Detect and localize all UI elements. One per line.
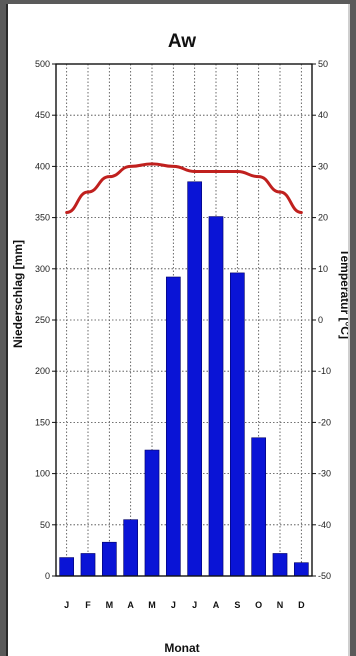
y-axis-right-title: Temperatur [°C] [338,249,348,339]
y-left-tick-label: 200 [35,366,50,376]
x-tick-label: F [85,600,91,610]
y-right-tick-label: 30 [318,161,328,171]
temperature-line-group [65,162,303,214]
x-tick-label: O [255,600,262,610]
y-right-tick-label: -50 [318,571,331,581]
x-tick-label: S [234,600,240,610]
y-right-tick-label: -20 [318,417,331,427]
y-right-tick-label: 50 [318,59,328,69]
precipitation-bar [187,181,203,577]
x-axis-title: Monat [164,641,199,655]
chart-frame: Aw 0 50 100 150 200 250 300 350 400 450 500 -50 -40-… [6,4,350,656]
grid [56,63,312,577]
y-left-tick-label: 150 [35,417,50,427]
precipitation-bar [293,562,309,577]
precipitation-bar [272,553,288,577]
precipitation-bar [208,216,224,577]
y-left-tick-label: 350 [35,213,50,223]
precipitation-bar [165,276,181,577]
precipitation-bar [80,553,96,577]
x-tick-label: A [127,600,134,610]
axes: 050100150200250300350400450500-50-40-30-… [35,59,331,610]
y-left-tick-label: 400 [35,161,50,171]
y-right-tick-label: -10 [318,366,331,376]
y-left-tick-label: 0 [45,571,50,581]
x-tick-label: J [171,600,176,610]
precipitation-bar [251,437,267,577]
chart-title: Aw [168,31,196,52]
y-left-tick-label: 50 [40,520,50,530]
y-right-tick-label: 20 [318,213,328,223]
x-tick-label: N [277,600,284,610]
x-tick-label: M [106,600,114,610]
precipitation-bar [123,519,139,577]
y-right-tick-label: -40 [318,520,331,530]
y-left-tick-label: 450 [35,110,50,120]
y-right-tick-label: 40 [318,110,328,120]
x-tick-label: J [64,600,69,610]
y-axis-left-title: Niederschlag [mm] [11,240,25,348]
x-tick-label: A [213,600,220,610]
precipitation-bar [229,272,245,577]
x-tick-label: J [192,600,197,610]
x-tick-label: D [298,600,305,610]
y-right-tick-label: 10 [318,264,328,274]
y-left-tick-label: 300 [35,264,50,274]
y-right-tick-label: -30 [318,469,331,479]
precipitation-bars [59,181,309,577]
precipitation-bar [144,449,160,577]
x-tick-label: M [148,600,156,610]
precipitation-bar [101,541,117,577]
y-left-tick-label: 100 [35,469,50,479]
y-right-tick-label: 0 [318,315,323,325]
y-left-tick-label: 500 [35,59,50,69]
temperature-line [65,162,303,214]
precipitation-bar [59,557,75,577]
climate-chart: Aw 050100150200250300350400450500-50-40-… [11,31,348,655]
y-left-tick-label: 250 [35,315,50,325]
